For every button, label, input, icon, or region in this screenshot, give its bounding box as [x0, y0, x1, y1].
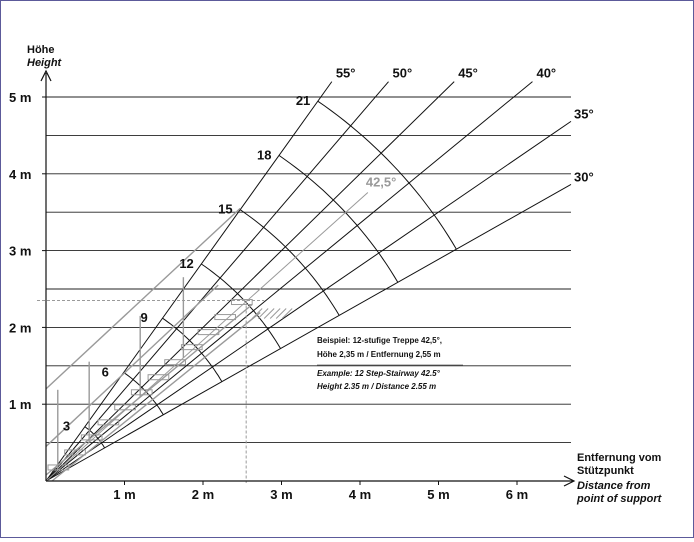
platform-hatch: [263, 308, 275, 319]
stair-tread: [64, 449, 86, 456]
angle-ray: [45, 81, 333, 482]
angle-ray: [45, 81, 389, 482]
example-de-line2: Höhe 2,35 m / Entfernung 2,55 m: [317, 350, 441, 359]
stair-tread: [180, 344, 203, 351]
x-tick-label: 3 m: [270, 487, 292, 502]
stair-tread: [130, 389, 153, 396]
x-axis-title-line2: Stützpunkt: [577, 465, 634, 477]
angle-label: 45°: [458, 66, 478, 81]
platform-hatch: [269, 308, 281, 319]
platform-hatch: [281, 308, 293, 319]
angle-label: 30°: [574, 169, 594, 184]
example-angle-label: 42,5°: [366, 174, 397, 189]
label-layer: Höhe Height Entfernung vom Stützpunkt Di…: [9, 44, 663, 505]
angle-ray-layer: [45, 81, 572, 482]
angle-label: 55°: [336, 66, 356, 81]
y-axis-arrow-icon: [40, 69, 52, 82]
y-tick-label: 2 m: [9, 320, 31, 335]
x-axis-arrow-icon: [563, 475, 576, 487]
angle-label: 50°: [393, 66, 413, 81]
stair-illustration: [37, 207, 293, 483]
x-tick-label: 4 m: [349, 487, 371, 502]
angle-ray: [45, 120, 572, 482]
angle-label: 35°: [574, 106, 594, 121]
x-tick-label: 6 m: [506, 487, 528, 502]
angle-ray: [45, 81, 455, 482]
example-de-line1: Beispiel: 12-stufige Treppe 42,5°,: [317, 336, 442, 345]
stair-tread: [97, 419, 120, 426]
stair-stringer: [51, 311, 261, 482]
step-count-label: 18: [257, 147, 271, 162]
x-tick-label: 5 m: [427, 487, 449, 502]
step-count-label: 9: [141, 310, 148, 325]
step-count-label: 12: [179, 256, 193, 271]
stair-tread: [214, 314, 236, 321]
platform-hatch: [251, 308, 263, 319]
y-axis-subtitle: Height: [27, 57, 63, 69]
stair-handrail: [45, 207, 241, 390]
step-arc: [317, 100, 457, 250]
stair-tread: [147, 374, 170, 381]
example-angle-ray: [45, 192, 369, 482]
stair-stringer: [45, 303, 253, 476]
y-tick-label: 5 m: [9, 90, 31, 105]
stair-tread: [230, 299, 253, 306]
x-axis-subtitle-line1: Distance from: [577, 480, 651, 492]
step-count-label: 15: [218, 202, 232, 217]
step-count-label: 6: [102, 364, 109, 379]
y-tick-label: 3 m: [9, 244, 31, 259]
step-count-label: 3: [63, 419, 70, 434]
y-tick-label: 1 m: [9, 397, 31, 412]
platform-hatch: [275, 308, 287, 319]
stair-tread: [80, 434, 103, 441]
x-axis-title-line1: Entfernung vom: [577, 452, 662, 464]
grid-layer: [42, 96, 571, 485]
stair-tread: [164, 359, 186, 366]
x-tick-label: 1 m: [113, 487, 135, 502]
x-axis-subtitle-line2: point of support: [576, 493, 663, 505]
axis-layer: [40, 69, 576, 487]
x-tick-label: 2 m: [192, 487, 214, 502]
example-en-line2: Height 2.35 m / Distance 2.55 m: [317, 382, 436, 391]
angle-label: 40°: [536, 66, 556, 81]
y-axis-title: Höhe: [27, 44, 55, 56]
step-count-label: 21: [296, 93, 310, 108]
angle-ray: [45, 81, 533, 482]
example-en-line1: Example: 12 Step-Stairway 42.5°: [317, 369, 441, 378]
stair-handrail: [45, 284, 219, 447]
angle-ray: [45, 184, 572, 482]
y-tick-label: 4 m: [9, 167, 31, 182]
platform-hatch: [257, 308, 269, 319]
